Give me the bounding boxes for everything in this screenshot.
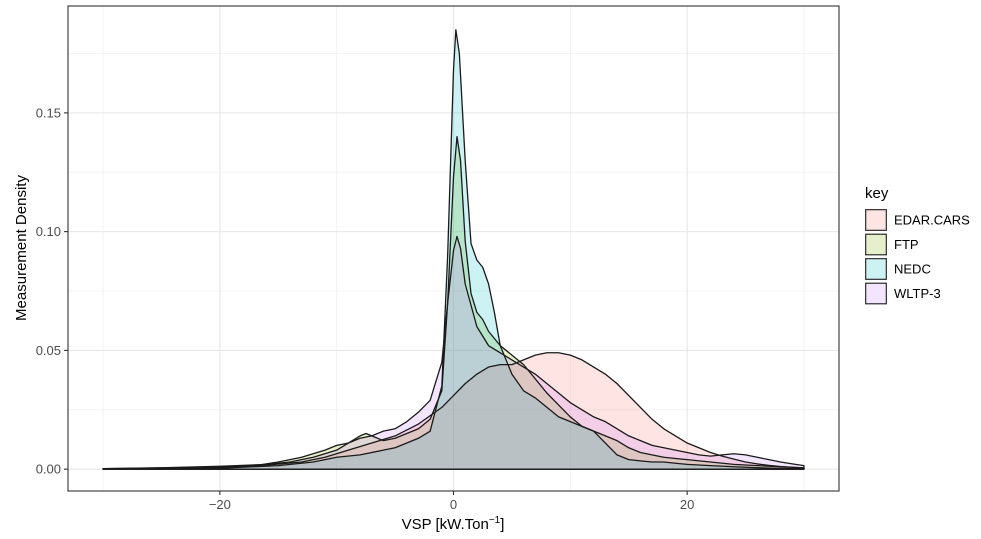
y-axis-ticks: 0.00 0.05 0.10 0.15 — [36, 105, 68, 477]
x-axis-ticks: −20 0 20 — [209, 491, 694, 512]
legend-label-wltp-3: WLTP-3 — [894, 286, 941, 301]
y-axis-title: Measurement Density — [13, 175, 30, 321]
x-tick-label: 20 — [680, 497, 694, 512]
legend-key-wltp-3 — [865, 282, 887, 305]
density-area-wltp-3 — [103, 236, 804, 470]
density-outline-wltp-3 — [102, 235, 805, 470]
legend-key-nedc — [865, 258, 887, 280]
y-tick-label: 0.00 — [36, 462, 61, 477]
y-tick-label: 0.15 — [36, 105, 61, 120]
legend-key-ftp — [865, 233, 887, 256]
legend-key-bg-wltp-3 — [865, 282, 887, 305]
legend-key-bg-ftp — [865, 233, 887, 256]
x-tick-label: −20 — [209, 497, 231, 512]
x-tick-label: 0 — [450, 497, 457, 512]
x-axis-title: VSP [kW.Ton−1] — [402, 515, 505, 533]
density-area-ftp — [103, 136, 804, 470]
legend-label-ftp: FTP — [894, 237, 919, 252]
legend-key-bg-edar-cars — [865, 209, 887, 231]
legend-key-edar-cars — [865, 209, 887, 231]
legend-label-edar-cars: EDAR.CARS — [894, 213, 970, 228]
y-tick-label: 0.05 — [36, 343, 61, 358]
density-area-edar-cars — [103, 352, 804, 470]
legend-key-bg-nedc — [865, 258, 887, 280]
density-outline-edar-cars — [102, 352, 805, 470]
density-outline-nedc — [102, 29, 805, 470]
legend-title: key — [865, 185, 889, 202]
density-lines — [102, 29, 805, 470]
legend-label-nedc: NEDC — [894, 262, 931, 277]
y-tick-label: 0.10 — [36, 224, 61, 239]
density-outline-ftp — [102, 135, 805, 470]
legend: key EDAR.CARS FTP NEDC WLTP-3 — [865, 185, 970, 305]
